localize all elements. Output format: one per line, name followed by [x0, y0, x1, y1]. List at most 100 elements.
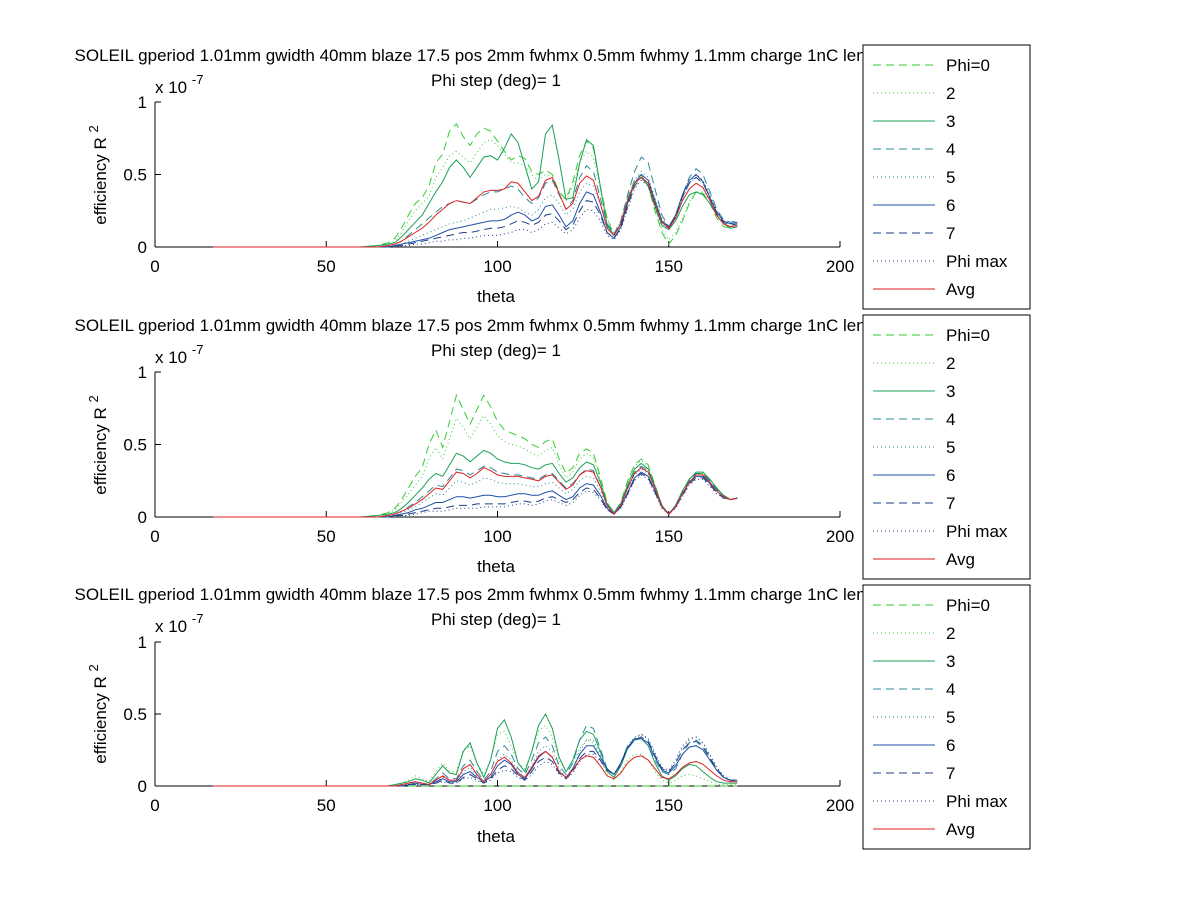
plot-subtitle: Phi step (deg)= 1	[431, 341, 561, 360]
x-tick-label: 150	[655, 796, 683, 815]
legend-label: Phi=0	[946, 56, 990, 75]
legend-box	[862, 44, 1031, 310]
legend-label: 2	[946, 354, 955, 373]
y-axis-label-superscript: 2	[86, 395, 101, 402]
x-tick-label: 100	[483, 527, 511, 546]
y-tick-label: 0	[138, 777, 147, 796]
subplot-3: SOLEIL gperiod 1.01mm gwidth 40mm blaze …	[75, 584, 1031, 850]
series-line-9	[213, 750, 738, 787]
legend-label: 4	[946, 140, 955, 159]
legend-box	[862, 584, 1031, 850]
x-tick-label: 200	[826, 796, 854, 815]
x-tick-label: 50	[317, 257, 336, 276]
y-exponent-base: x 10	[155, 348, 187, 367]
y-tick-label: 0.5	[123, 705, 147, 724]
legend-label: 3	[946, 382, 955, 401]
series-line-8	[213, 474, 738, 518]
legend-label: 4	[946, 680, 955, 699]
y-tick-label: 0	[138, 238, 147, 257]
x-tick-label: 50	[317, 796, 336, 815]
x-tick-label: 0	[150, 527, 159, 546]
legend-label: Phi max	[946, 522, 1008, 541]
series-line-2	[213, 724, 738, 787]
y-axis-label-text: efficiency R	[91, 676, 110, 764]
series-line-4	[213, 465, 738, 518]
series-line-5	[213, 733, 738, 787]
legend-label: 6	[946, 196, 955, 215]
y-exponent-base: x 10	[155, 617, 187, 636]
y-axis-label-superscript: 2	[86, 664, 101, 671]
subplot-2: SOLEIL gperiod 1.01mm gwidth 40mm blaze …	[75, 314, 1031, 580]
legend-label: 2	[946, 84, 955, 103]
x-axis-label: theta	[477, 287, 515, 306]
y-axis-label-superscript: 2	[86, 125, 101, 132]
plot-subtitle: Phi step (deg)= 1	[431, 71, 561, 90]
series-line-5	[213, 170, 738, 248]
plot-area: 0 50 100 150 200 0 0.5 1	[123, 93, 854, 276]
legend-label: 3	[946, 652, 955, 671]
y-axis-label: efficiency R 2	[86, 125, 110, 225]
y-tick-label: 1	[138, 93, 147, 112]
y-exponent-label: x 10 -7	[155, 342, 203, 367]
series-line-3	[213, 124, 738, 248]
legend-label: 5	[946, 438, 955, 457]
y-tick-label: 1	[138, 363, 147, 382]
legend-label: 5	[946, 708, 955, 727]
plot-title: SOLEIL gperiod 1.01mm gwidth 40mm blaze …	[75, 46, 922, 65]
y-exponent-label: x 10 -7	[155, 611, 203, 636]
legend-label: 7	[946, 224, 955, 243]
series-line-9	[213, 467, 738, 518]
x-tick-label: 200	[826, 257, 854, 276]
plot-subtitle: Phi step (deg)= 1	[431, 610, 561, 629]
x-tick-label: 0	[150, 257, 159, 276]
y-tick-label: 0.5	[123, 436, 147, 455]
y-exponent-power: -7	[192, 342, 204, 357]
series-line-5	[213, 468, 738, 518]
x-tick-label: 100	[483, 796, 511, 815]
x-tick-label: 50	[317, 527, 336, 546]
legend-label: Phi=0	[946, 326, 990, 345]
y-axis-label-text: efficiency R	[91, 407, 110, 495]
legend-label: Avg	[946, 820, 975, 839]
y-exponent-power: -7	[192, 611, 204, 626]
legend-label: 6	[946, 736, 955, 755]
legend: Phi=0 2 3 4 5 6 7 Phi max Avg	[862, 584, 1031, 850]
legend-label: 5	[946, 168, 955, 187]
y-exponent-base: x 10	[155, 78, 187, 97]
plot-area: 0 50 100 150 200 0 0.5 1	[123, 363, 854, 546]
series-line-7	[213, 472, 738, 518]
y-tick-label: 0.5	[123, 166, 147, 185]
plot-title: SOLEIL gperiod 1.01mm gwidth 40mm blaze …	[75, 585, 922, 604]
series-line-7	[213, 736, 738, 787]
legend-label: Phi max	[946, 252, 1008, 271]
legend: Phi=0 2 3 4 5 6 7 Phi max Avg	[862, 44, 1031, 310]
x-tick-label: 100	[483, 257, 511, 276]
legend-box	[862, 314, 1031, 580]
legend: Phi=0 2 3 4 5 6 7 Phi max Avg	[862, 314, 1031, 580]
series-line-3	[213, 712, 738, 787]
plot-area: 0 50 100 150 200 0 0.5 1	[123, 633, 854, 815]
x-tick-label: 150	[655, 527, 683, 546]
series-line-1	[213, 122, 738, 248]
plot-title: SOLEIL gperiod 1.01mm gwidth 40mm blaze …	[75, 316, 922, 335]
y-exponent-power: -7	[192, 72, 204, 87]
x-axis-label: theta	[477, 827, 515, 846]
y-axis-label: efficiency R 2	[86, 395, 110, 495]
legend-label: 4	[946, 410, 955, 429]
legend-label: 2	[946, 624, 955, 643]
x-tick-label: 0	[150, 796, 159, 815]
y-axis-label: efficiency R 2	[86, 664, 110, 764]
legend-label: Avg	[946, 550, 975, 569]
series-line-6	[213, 173, 738, 248]
legend-label: Phi=0	[946, 596, 990, 615]
legend-label: Avg	[946, 280, 975, 299]
legend-label: 3	[946, 112, 955, 131]
series-line-7	[213, 176, 738, 248]
legend-label: 7	[946, 494, 955, 513]
series-line-2	[213, 139, 738, 248]
y-exponent-label: x 10 -7	[155, 72, 203, 97]
y-tick-label: 0	[138, 508, 147, 527]
legend-label: Phi max	[946, 792, 1008, 811]
series-line-9	[213, 175, 738, 248]
